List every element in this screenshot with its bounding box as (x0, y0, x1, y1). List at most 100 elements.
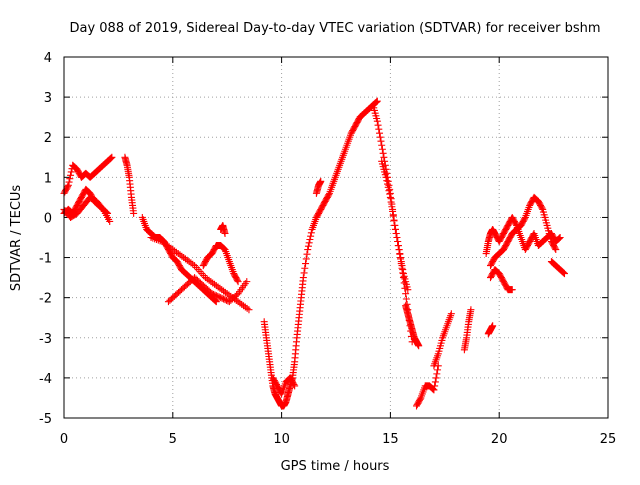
data-point (373, 117, 381, 125)
data-point (376, 129, 384, 137)
data-point (384, 183, 392, 191)
data-point (434, 366, 442, 374)
data-point (245, 306, 253, 314)
data-point (560, 269, 568, 277)
data-point (67, 168, 75, 176)
data-point (66, 175, 74, 183)
data-point (391, 225, 399, 233)
data-point (307, 232, 315, 240)
data-point (555, 235, 563, 243)
data-point (376, 133, 384, 141)
data-point (215, 293, 223, 301)
data-point (431, 378, 439, 386)
data-point (373, 98, 381, 106)
data-point (447, 310, 455, 318)
data-point (212, 297, 220, 305)
data-point (387, 198, 395, 206)
series-arc-18 (460, 306, 475, 354)
data-point (395, 246, 403, 254)
data-point (65, 178, 73, 186)
data-point (304, 242, 312, 250)
data-point (559, 268, 567, 276)
data-point (386, 190, 394, 198)
x-tick-label: 20 (491, 432, 508, 447)
data-point (290, 381, 298, 389)
data-point (555, 234, 563, 242)
y-tick-label: -4 (39, 372, 52, 387)
data-point (538, 204, 546, 212)
chart-title: Day 088 of 2019, Sidereal Day-to-day VTE… (69, 21, 600, 36)
data-point (432, 374, 440, 382)
data-point (300, 269, 308, 277)
data-point (394, 242, 402, 250)
data-point (402, 290, 410, 298)
series-arc-9 (217, 221, 229, 237)
data-point (397, 258, 405, 266)
data-point (243, 278, 251, 286)
data-point (402, 295, 410, 303)
data-point (383, 177, 391, 185)
y-tick-label: -3 (39, 332, 52, 347)
data-point (429, 385, 437, 393)
series-arc-20 (486, 193, 560, 270)
data-point (382, 173, 390, 181)
data-point (224, 297, 232, 305)
data-point (389, 212, 397, 220)
series-arc-11 (269, 374, 299, 398)
data-point (508, 286, 516, 294)
series-arc-14 (378, 157, 412, 294)
data-point (212, 298, 220, 306)
data-point (385, 187, 393, 195)
data-point (106, 217, 114, 225)
x-tick-label: 0 (60, 432, 68, 447)
data-point (399, 266, 407, 274)
data-point (291, 382, 299, 390)
x-axis-label: GPS time / hours (281, 459, 390, 474)
series-arc-4 (121, 153, 138, 217)
data-point (221, 229, 229, 237)
y-tick-label: -2 (39, 292, 52, 307)
data-point (302, 255, 310, 263)
series-arc-17 (430, 310, 455, 370)
data-point (392, 229, 400, 237)
data-point (415, 342, 423, 350)
data-point (317, 177, 325, 185)
data-point (378, 145, 386, 153)
data-point (379, 149, 387, 157)
data-point (431, 382, 439, 390)
series-arc-21 (486, 266, 516, 294)
data-point (378, 141, 386, 149)
data-point (377, 137, 385, 145)
data-point (67, 171, 75, 179)
data-point (521, 215, 529, 223)
x-tick-label: 10 (273, 432, 290, 447)
data-point (233, 291, 241, 299)
series-arc-6 (147, 234, 253, 314)
y-tick-label: 1 (44, 171, 52, 186)
data-point (388, 203, 396, 211)
series-arc-22 (547, 258, 568, 278)
y-axis-label: SDTVAR / TECUs (9, 185, 24, 292)
data-point (234, 278, 242, 286)
data-point (551, 244, 559, 252)
data-point (211, 291, 219, 299)
data-point (130, 209, 138, 217)
y-tick-label: 3 (44, 91, 52, 106)
data-point (108, 153, 116, 161)
data-point (404, 286, 412, 294)
data-point (307, 229, 315, 237)
data-point (398, 262, 406, 270)
data-point (299, 274, 307, 282)
plot-frame (63, 56, 609, 419)
data-point (394, 238, 402, 246)
y-tick-label: -5 (39, 412, 52, 427)
data-point (220, 295, 228, 303)
data-point (106, 155, 114, 163)
data-point (217, 294, 225, 302)
y-tick-label: 0 (44, 211, 52, 226)
data-point (304, 246, 312, 254)
data-point (430, 386, 438, 394)
